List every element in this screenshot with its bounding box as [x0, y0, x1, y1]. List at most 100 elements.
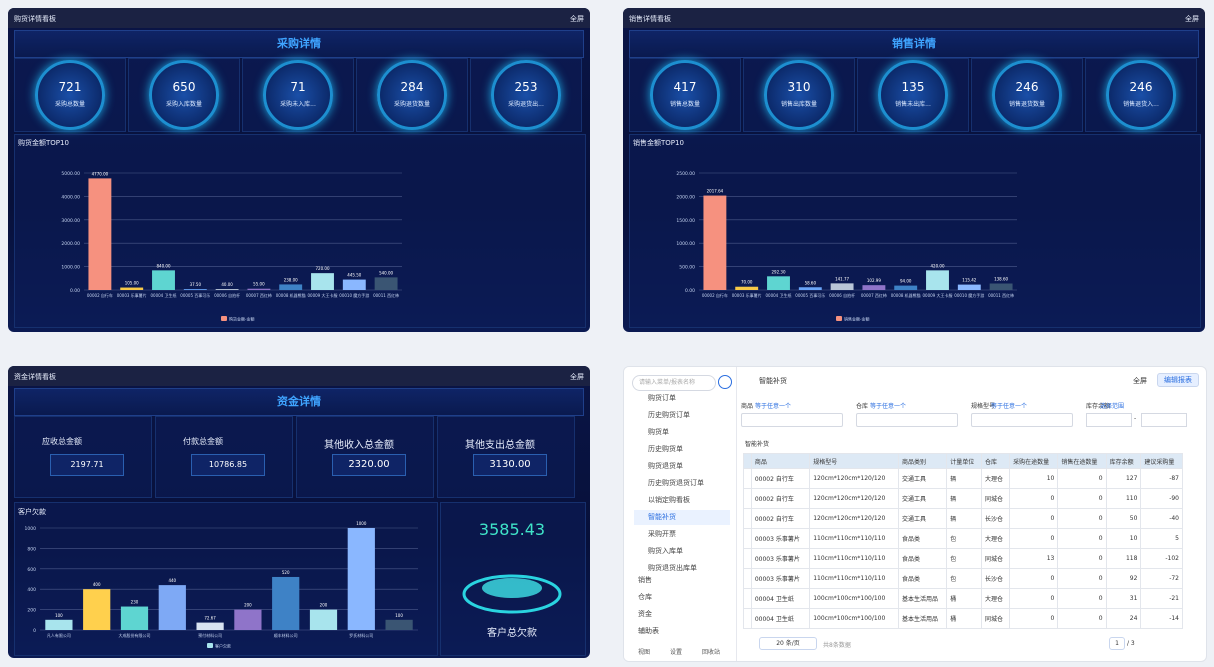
column-header: 仓库	[981, 453, 1011, 469]
row-checkbox[interactable]	[743, 548, 752, 569]
row-checkbox[interactable]	[743, 568, 752, 589]
bar-chart: 0 200 400 600 800 1000 100 凡人有限公司 400 230 大成股份有限公司…	[25, 521, 562, 649]
x-tick-label: 00008 机器熊猫	[891, 292, 921, 298]
page-size-select[interactable]: 20 条/页	[759, 637, 817, 650]
kpi-value: 417	[673, 80, 697, 94]
legend-label: 客户欠款	[215, 643, 231, 649]
fund-card-label: 应收总金额	[42, 437, 82, 446]
y-tick-label: 600	[27, 567, 36, 573]
menu-folder[interactable]: 仓库	[638, 593, 652, 601]
table-cell: -21	[1140, 588, 1183, 609]
fund-card-value: 3130.00	[473, 454, 547, 476]
table-cell: 50	[1105, 508, 1142, 529]
x-tick-label: 00011 西红柿	[988, 292, 1014, 298]
table-cell: 100cm*100cm*100/100	[809, 608, 899, 629]
x-tick-label: 00009 大王卡服	[308, 292, 338, 298]
value-label: 400	[93, 582, 101, 587]
bar	[183, 289, 207, 290]
table-cell: 大理仓	[981, 588, 1011, 609]
menu-item[interactable]: 购货单	[648, 428, 669, 436]
bar	[342, 279, 366, 290]
table-cell: 92	[1105, 568, 1142, 589]
bar	[83, 589, 111, 630]
filter-input[interactable]	[856, 413, 958, 427]
value-label: 4770.00	[92, 171, 109, 176]
table-cell: -87	[1140, 468, 1183, 489]
table-cell: 120cm*120cm*120/120	[809, 508, 899, 529]
table-title: 智能补货	[745, 441, 770, 448]
menu-search[interactable]: 请输入菜单/报表名称	[632, 375, 716, 391]
filter-operator[interactable]: 等于任意一个	[870, 403, 907, 410]
table-cell: 127	[1105, 468, 1142, 489]
bar	[703, 195, 727, 290]
x-tick-label: 00006 自拍杆	[829, 292, 855, 298]
fullscreen-button[interactable]: 全屏	[570, 15, 584, 23]
menu-item[interactable]: 智能补货	[634, 510, 730, 525]
menu-item[interactable]: 购货退货单	[648, 462, 683, 470]
value-label: 840.00	[157, 263, 171, 268]
table-cell: 同城仓	[981, 548, 1011, 569]
table-cell: 同城仓	[981, 488, 1011, 509]
bar-chart: 0.00 500.00 1000.00 1500.00 2000.00 2500.00 20…	[676, 171, 1017, 322]
kpi-value: 71	[290, 80, 306, 94]
menu-item[interactable]: 采购开票	[648, 530, 676, 538]
bar	[309, 609, 338, 630]
table-cell: -40	[1140, 508, 1183, 529]
y-tick-label: 1000.00	[676, 241, 695, 247]
menu-folder[interactable]: 资金	[638, 610, 652, 618]
kpi-gauge: 246 销售退货入...	[1106, 60, 1176, 130]
filter-input[interactable]	[741, 413, 843, 427]
menu-item[interactable]: 购货订单	[648, 394, 676, 402]
row-checkbox[interactable]	[743, 608, 752, 629]
x-tick-label: 00003 乐事薯片	[732, 292, 762, 298]
menu-item[interactable]: 购货入库单	[648, 547, 683, 555]
edit-report-button[interactable]: 编辑报表	[1157, 373, 1199, 387]
value-label: 1000	[356, 521, 367, 526]
value-label: 520	[282, 570, 290, 575]
row-checkbox[interactable]	[743, 488, 752, 509]
table-cell: 基本生活用品	[897, 608, 948, 629]
current-page[interactable]: 1	[1109, 637, 1125, 650]
menu-item[interactable]: 历史购货退货订单	[648, 479, 704, 487]
kpi-value: 253	[514, 80, 538, 94]
footer-link[interactable]: 设置	[670, 649, 683, 656]
y-tick-label: 5000.00	[61, 171, 80, 177]
y-tick-label: 200	[27, 608, 36, 614]
dashboard-panel: 销售详情看板 全屏 销售详情 417 销售总数量 310 销售出库数量 135 销售未出库...…	[623, 8, 1205, 332]
range-max[interactable]	[1141, 413, 1187, 427]
footer-link[interactable]: 回收站	[702, 649, 721, 656]
y-tick-label: 2000.00	[61, 241, 80, 247]
menu-item[interactable]: 历史购货单	[648, 445, 683, 453]
add-button[interactable]	[718, 375, 732, 389]
value-label: 72.67	[204, 616, 216, 621]
table-cell: 0	[1009, 488, 1059, 509]
fullscreen-button[interactable]: 全屏	[570, 373, 584, 381]
menu-item[interactable]: 历史购货订单	[648, 411, 690, 419]
menu-folder[interactable]: 销售	[638, 576, 652, 584]
filter-operator[interactable]: 选择范围	[1100, 403, 1125, 410]
table-cell: 0	[1009, 528, 1059, 549]
row-checkbox[interactable]	[743, 468, 752, 489]
table-cell: 桶	[946, 588, 983, 609]
table-cell: 110	[1105, 488, 1142, 509]
filter-input[interactable]	[971, 413, 1073, 427]
row-checkbox[interactable]	[743, 528, 752, 549]
menu-folder[interactable]: 辅助表	[638, 627, 659, 635]
range-min[interactable]	[1086, 413, 1132, 427]
fullscreen-button[interactable]: 全屏	[1185, 15, 1199, 23]
footer-link[interactable]: 视图	[638, 649, 651, 656]
row-checkbox[interactable]	[743, 508, 752, 529]
fund-card-label: 其他收入总金额	[324, 440, 394, 451]
row-checkbox[interactable]	[743, 588, 752, 609]
filter-operator[interactable]: 等于任意一个	[991, 403, 1028, 410]
bar	[279, 284, 303, 290]
filter-operator[interactable]: 等于任意一个	[755, 403, 792, 410]
value-label: 94.00	[900, 279, 912, 284]
value-label: 230	[131, 600, 139, 605]
fullscreen-button[interactable]: 全屏	[1133, 377, 1147, 385]
x-tick-label: 00005 百事可乐	[795, 292, 825, 298]
menu-item[interactable]: 以销定购看板	[648, 496, 690, 504]
menu-item[interactable]: 购货退货出库单	[648, 564, 697, 572]
x-tick-label: 00004 卫生纸	[766, 292, 792, 298]
table-cell: 120cm*120cm*120/120	[809, 488, 899, 509]
